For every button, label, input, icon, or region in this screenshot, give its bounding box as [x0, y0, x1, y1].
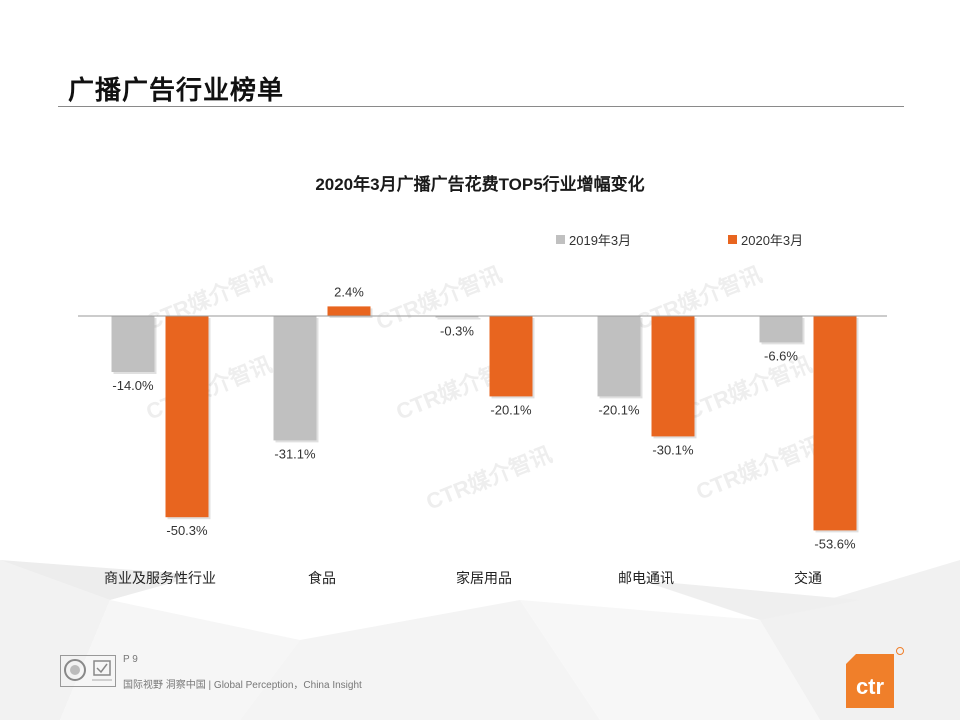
category-label: 家居用品	[456, 570, 512, 586]
certification-badge-icon	[60, 655, 116, 687]
category-label: 邮电通讯	[618, 570, 674, 586]
footer-slogan: 国际视野 洞察中国 | Global Perception，China Insi…	[123, 680, 362, 691]
legend-label-2020: 2020年3月	[741, 233, 804, 248]
legend-item-2019: 2019年3月	[556, 230, 631, 249]
bar-2020-2	[489, 316, 533, 397]
legend-label-2019: 2019年3月	[569, 233, 632, 248]
page-number: P 9	[123, 654, 138, 665]
data-label: -20.1%	[598, 402, 640, 417]
logo-text: ctr	[856, 674, 885, 699]
bar-2019-2	[435, 316, 479, 318]
bar-2019-1	[273, 316, 317, 441]
bar-shadow	[437, 318, 481, 320]
watermark-text: CTR媒介智讯	[423, 442, 556, 515]
data-label: -50.3%	[166, 523, 208, 538]
data-label: -6.6%	[764, 348, 798, 363]
watermark-text: CTR媒介智讯	[693, 432, 826, 505]
data-label: 2.4%	[334, 284, 364, 299]
category-label: 商业及服务性行业	[104, 570, 216, 586]
data-label: -0.3%	[440, 324, 474, 339]
bar-2020-4	[813, 316, 857, 531]
title-divider	[58, 106, 904, 107]
bar-2019-4	[759, 316, 803, 343]
bar-2020-1	[327, 306, 371, 316]
legend-swatch-2019	[556, 235, 565, 244]
watermark-text: CTR媒介智讯	[373, 262, 506, 335]
data-label: -30.1%	[652, 442, 694, 457]
legend-item-2020: 2020年3月	[728, 230, 803, 249]
bar-2019-3	[597, 316, 641, 397]
legend-swatch-2020	[728, 235, 737, 244]
bar-2020-0	[165, 316, 209, 518]
page-title: 广播广告行业榜单	[68, 75, 285, 105]
data-label: -31.1%	[274, 446, 316, 461]
category-label: 食品	[308, 570, 336, 586]
data-label: -53.6%	[814, 536, 856, 551]
ctr-logo: ctr	[846, 647, 904, 708]
category-label: 交通	[794, 570, 822, 586]
bar-2019-0	[111, 316, 155, 372]
chart-title: 2020年3月广播广告花费TOP5行业增幅变化	[315, 175, 645, 194]
bar-2020-3	[651, 316, 695, 437]
data-label: -14.0%	[112, 378, 154, 393]
data-label: -20.1%	[490, 402, 532, 417]
